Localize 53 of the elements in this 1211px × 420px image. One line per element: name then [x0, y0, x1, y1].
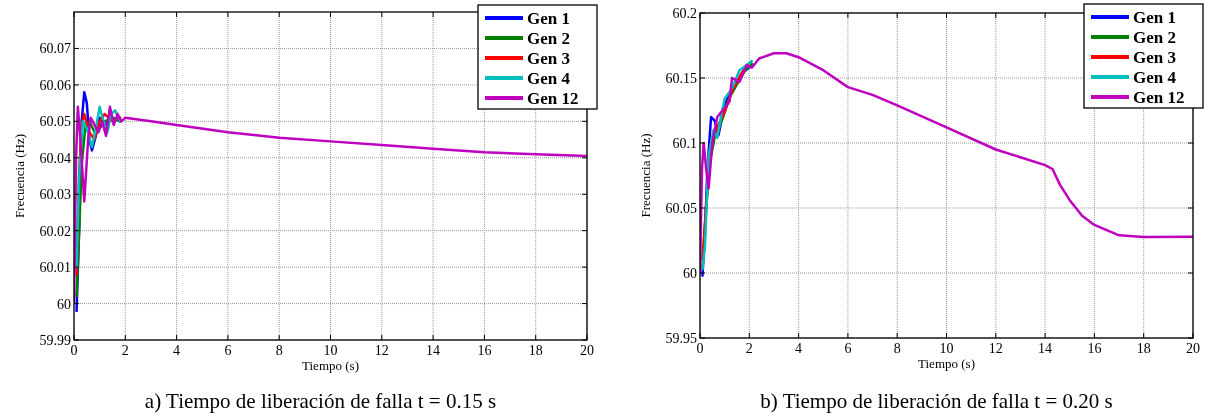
x-axis-title: Tiempo (s): [302, 358, 359, 373]
y-tick-label: 60.06: [39, 77, 71, 93]
y-tick-label: 60.07: [39, 41, 71, 57]
y-tick-label: 60.15: [665, 71, 697, 86]
x-tick-label: 2: [745, 341, 753, 356]
x-tick-label: 18: [528, 343, 543, 358]
legend-label: Gen 12: [1133, 88, 1185, 107]
y-tick-label: 60.2: [672, 6, 697, 21]
x-tick-label: 4: [173, 343, 181, 358]
text: b) Tiempo de liberación de falla t = 0.20 s: [760, 389, 1113, 413]
x-tick-label: 2: [121, 343, 129, 358]
x-tick-label: 16: [1087, 341, 1102, 356]
x-tick-label: 18: [1136, 341, 1151, 356]
legend-label: Gen 2: [1133, 28, 1176, 47]
y-tick-label: 60.01: [39, 260, 71, 276]
y-tick-label: 60.03: [39, 187, 71, 203]
x-tick-label: 8: [275, 343, 283, 358]
x-tick-label: 12: [374, 343, 389, 358]
y-tick-label: 60.05: [39, 114, 71, 130]
x-tick-label: 12: [988, 341, 1003, 356]
y-tick-label: 59.95: [665, 331, 697, 346]
legend-label: Gen 3: [1133, 48, 1176, 67]
x-tick-label: 8: [893, 341, 901, 356]
x-tick-label: 14: [426, 343, 441, 358]
y-tick-label: 60: [57, 296, 71, 312]
y-axis-title: Frecuencia (Hz): [638, 133, 653, 218]
y-tick-label: 60.04: [39, 150, 71, 166]
x-tick-label: 16: [477, 343, 492, 358]
text: a) Tiempo de liberación de falla t = 0.15 s: [144, 389, 497, 413]
x-tick-label: 6: [844, 341, 852, 356]
x-tick-label: 20: [580, 343, 594, 358]
legend-label: Gen 4: [527, 69, 571, 88]
x-tick-label: 14: [1038, 341, 1053, 356]
x-axis-title: Tiempo (s): [918, 356, 975, 371]
y-tick-label: 60: [683, 266, 697, 281]
x-tick-label: 0: [696, 341, 704, 356]
x-tick-label: 10: [323, 343, 338, 358]
y-tick-label: 60.1: [672, 136, 697, 151]
y-tick-label: 59.99: [39, 333, 71, 348]
x-tick-label: 4: [795, 341, 803, 356]
y-tick-label: 60.05: [665, 201, 697, 216]
x-tick-label: 0: [70, 343, 78, 358]
legend-label: Gen 1: [1133, 8, 1176, 27]
y-tick-label: 60.02: [39, 223, 71, 239]
x-tick-label: 10: [939, 341, 954, 356]
x-tick-label: 6: [224, 343, 232, 358]
legend-label: Gen 12: [527, 89, 579, 108]
legend-label: Gen 3: [527, 49, 570, 68]
legend-label: Gen 1: [527, 9, 570, 28]
y-axis-title: Frecuencia (Hz): [12, 133, 27, 219]
legend-label: Gen 4: [1133, 68, 1177, 87]
x-tick-label: 20: [1186, 341, 1200, 356]
legend-label: Gen 2: [527, 29, 570, 48]
